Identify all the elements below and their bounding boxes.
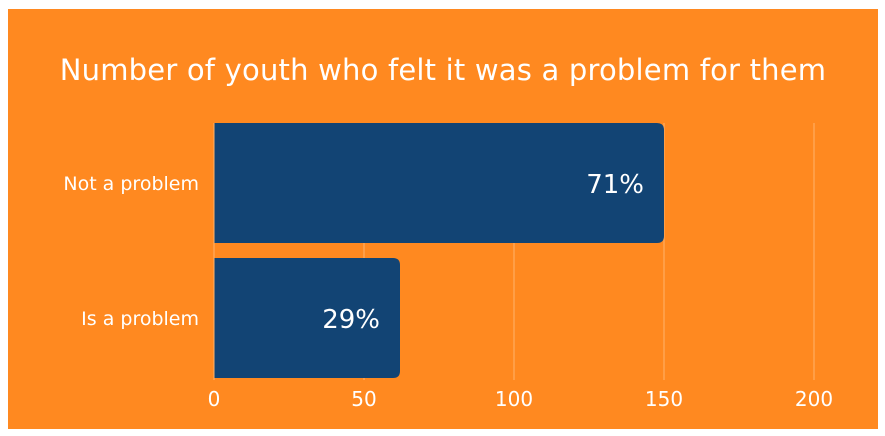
x-tick-label: 50: [351, 387, 376, 411]
x-tick-label: 200: [795, 387, 833, 411]
bar: [214, 258, 400, 378]
data-label: 71%: [586, 170, 644, 200]
x-tick-label: 0: [208, 387, 221, 411]
y-tick-label: Is a problem: [81, 308, 199, 330]
x-tick-label: 150: [645, 387, 683, 411]
chart-container: Number of youth who felt it was a proble…: [8, 9, 878, 429]
chart-title: Number of youth who felt it was a proble…: [59, 53, 827, 87]
y-tick-label: Not a problem: [63, 173, 199, 195]
bar: [214, 123, 664, 243]
x-tick-label: 100: [495, 387, 533, 411]
data-label: 29%: [322, 305, 380, 335]
